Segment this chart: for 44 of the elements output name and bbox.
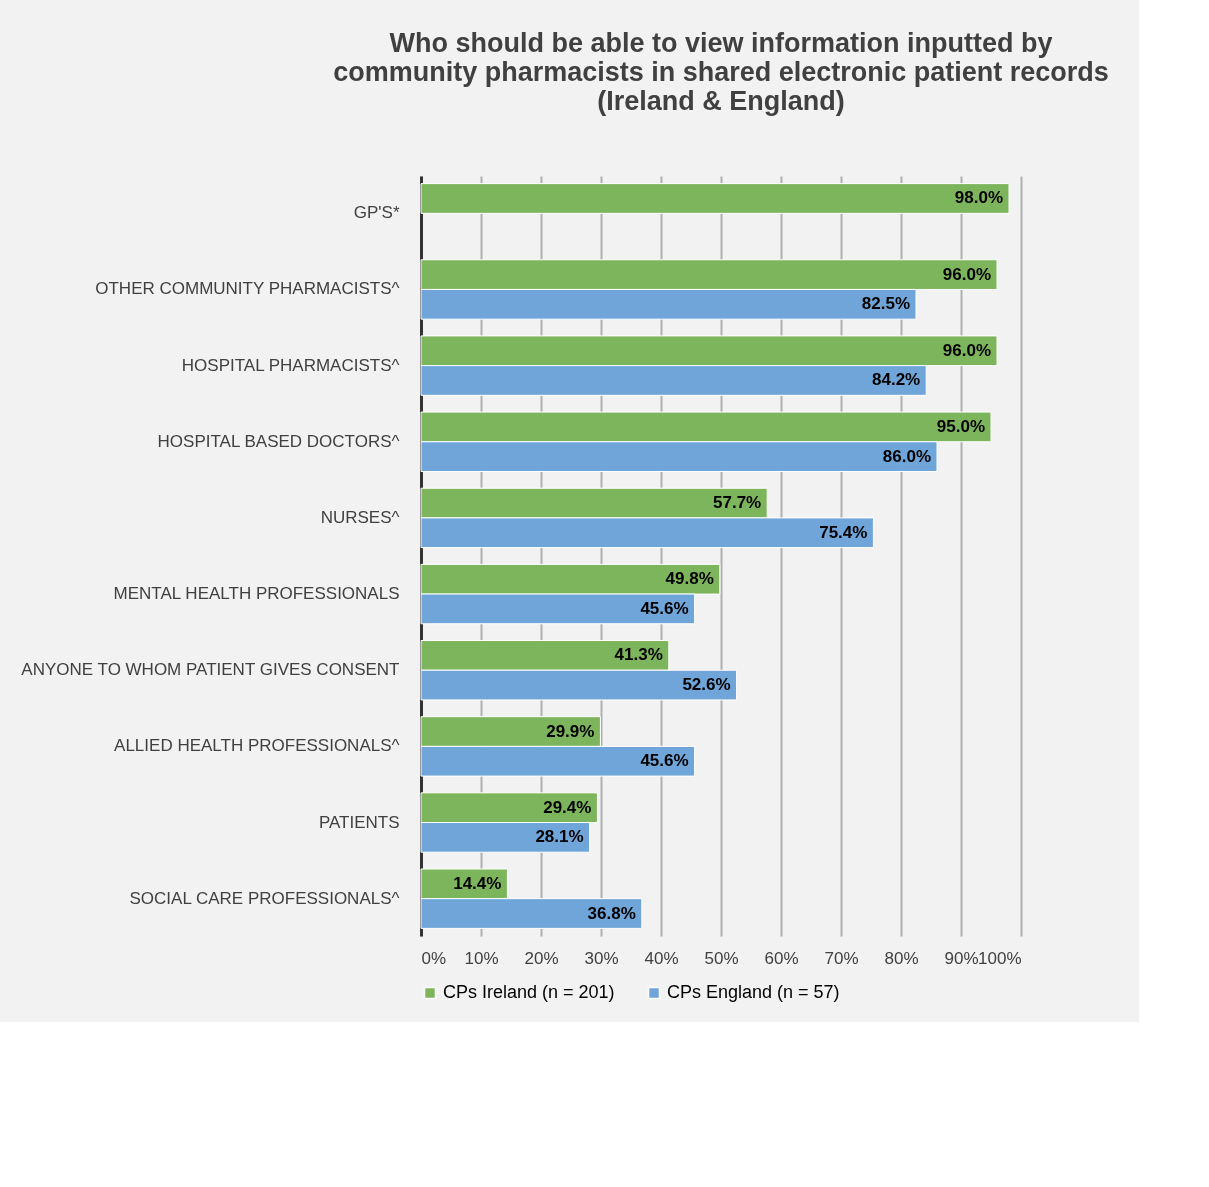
data-label: 86.0%	[882, 446, 931, 466]
data-label: 29.4%	[543, 797, 592, 817]
x-tick-label: 70%	[824, 948, 859, 968]
data-label: 29.9%	[546, 721, 595, 741]
data-label: 45.6%	[640, 598, 689, 618]
y-tick-label: SOCIAL CARE PROFESSIONALS^	[129, 888, 400, 908]
y-tick-label: HOSPITAL BASED DOCTORS^	[157, 431, 400, 451]
legend-label: CPs Ireland (n = 201)	[443, 982, 615, 1002]
x-tick-label: 60%	[764, 948, 799, 968]
x-tick-label: 0%	[421, 948, 447, 968]
data-label: 41.3%	[614, 645, 663, 665]
data-label: 96.0%	[942, 340, 991, 360]
x-tick-label: 10%	[464, 948, 499, 968]
data-label: 75.4%	[819, 522, 868, 542]
data-label: 52.6%	[682, 675, 731, 695]
y-tick-label: HOSPITAL PHARMACISTS^	[181, 355, 400, 375]
data-label: 36.8%	[587, 903, 636, 923]
data-label: 95.0%	[936, 416, 985, 436]
x-tick-label: 40%	[644, 948, 679, 968]
y-tick-label: PATIENTS	[318, 812, 400, 832]
x-tick-label: 30%	[584, 948, 619, 968]
chart-title: Who should be able to view information inputted by community pharmacists in shared electronic patient records (Ireland & England)	[333, 28, 1109, 116]
data-label: 84.2%	[872, 370, 921, 390]
data-label: 82.5%	[861, 294, 910, 314]
bar	[420, 183, 1010, 214]
data-label: 28.1%	[535, 827, 584, 847]
data-label: 98.0%	[954, 188, 1003, 208]
y-tick-label: NURSES^	[320, 507, 400, 527]
data-label: 49.8%	[665, 569, 714, 589]
y-tick-label: ANYONE TO WHOM PATIENT GIVES CONSENT	[21, 660, 400, 680]
x-tick-label: 80%	[884, 948, 919, 968]
data-label: 57.7%	[713, 493, 762, 513]
x-tick-label: 90%	[944, 948, 979, 968]
x-tick-label: 50%	[704, 948, 739, 968]
y-tick-label: MENTAL HEALTH PROFESSIONALS	[113, 584, 400, 604]
data-label: 14.4%	[453, 873, 502, 893]
x-tick-label: 100%	[978, 948, 1022, 968]
x-tick-label: 20%	[524, 948, 559, 968]
data-label: 45.6%	[640, 751, 689, 771]
y-tick-label: OTHER COMMUNITY PHARMACISTS^	[95, 279, 400, 299]
y-tick-label: GP'S*	[353, 203, 400, 223]
data-label: 96.0%	[942, 264, 991, 284]
legend-label: CPs England (n = 57)	[667, 982, 840, 1002]
y-tick-label: ALLIED HEALTH PROFESSIONALS^	[114, 736, 400, 756]
